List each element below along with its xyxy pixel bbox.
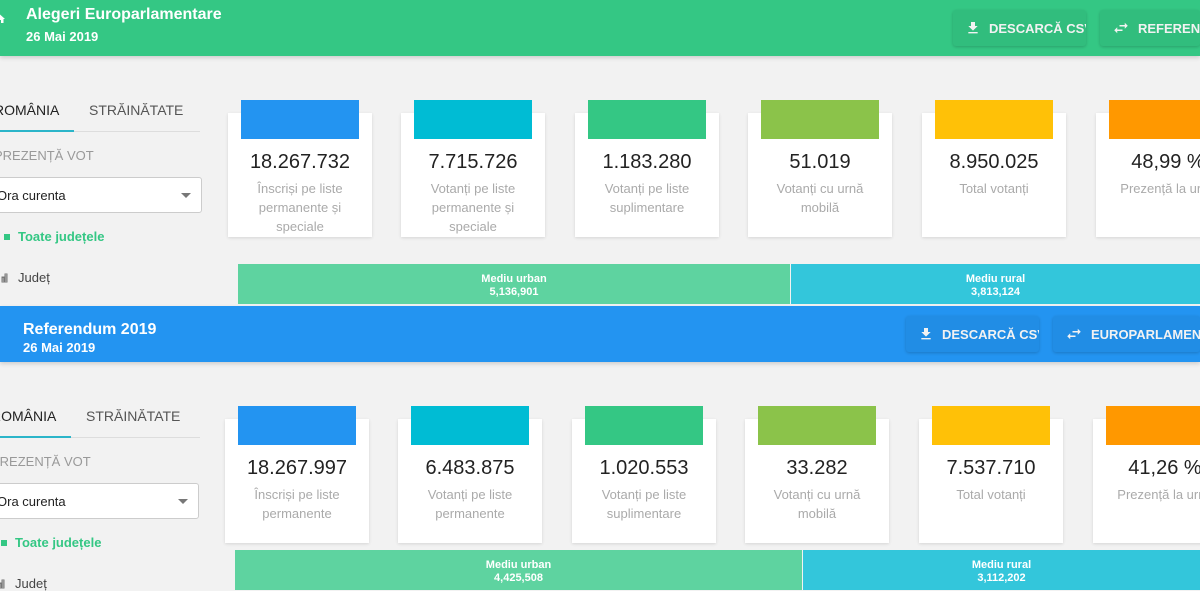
stat-value: 51.019 xyxy=(789,151,851,173)
stat-color-swatch xyxy=(1109,100,1200,139)
stat-label: Înscriși pe liste permanente și speciale xyxy=(257,181,343,234)
switch-election-label: EUROPARLAMENTARE xyxy=(1091,326,1200,342)
switch-election-label: REFERENDUM 2019 xyxy=(1138,20,1200,36)
link-all-counties[interactable]: Toate județele xyxy=(4,229,104,244)
stat-color-swatch xyxy=(758,406,876,445)
stat-color-swatch xyxy=(585,406,703,445)
active-tab-indicator xyxy=(0,436,71,438)
rural-value: 3,813,124 xyxy=(971,286,1020,298)
stat-label: Votanți pe liste suplimentare xyxy=(604,181,690,215)
urban-value: 5,136,901 xyxy=(489,286,539,298)
hour-select-value: Ora curenta xyxy=(0,493,66,509)
stat-color-swatch xyxy=(1106,406,1200,445)
stat-label: Total votanți xyxy=(956,487,1026,502)
stat-value: 8.950.025 xyxy=(949,151,1039,173)
stat-value: 18.267.997 xyxy=(246,457,348,479)
section-label: PREZENȚĂ VOT xyxy=(0,148,94,163)
stat-value: 1.183.280 xyxy=(602,151,692,173)
section-label: PREZENȚĂ VOT xyxy=(0,454,91,469)
stat-label: Total votanți xyxy=(959,181,1029,196)
stat-value: 7.537.710 xyxy=(946,457,1036,479)
link-all-counties[interactable]: Toate județele xyxy=(1,535,101,550)
hour-select-value: Ora curenta xyxy=(0,187,66,203)
rural-label: Mediu rural xyxy=(971,559,1032,571)
urban-label: Mediu urban xyxy=(485,559,552,571)
stat-label: Prezență la urne xyxy=(1117,487,1200,502)
switch-election-button[interactable]: REFERENDUM 2019 xyxy=(1100,10,1200,46)
swap-icon xyxy=(1067,328,1081,340)
home-icon-glyph xyxy=(0,14,5,23)
tabs-divider xyxy=(0,437,200,438)
link-all-counties-label: Toate județele xyxy=(18,229,105,244)
hour-select[interactable]: Ora curenta xyxy=(0,483,199,519)
app-header: Alegeri Europarlamentare 26 Mai 2019 DESCA… xyxy=(0,0,1200,56)
page-date: 26 Mai 2019 xyxy=(26,29,99,44)
download-csv-label: DESCARCĂ CSV xyxy=(989,20,1086,36)
tabs-divider xyxy=(0,131,200,132)
download-icon xyxy=(968,22,978,34)
rural-value: 3,112,202 xyxy=(977,572,1026,584)
stat-label: Votanți cu urnă mobilă xyxy=(773,487,861,521)
stat-color-swatch xyxy=(238,406,356,445)
stat-color-swatch xyxy=(241,100,359,139)
page-title: Alegeri Europarlamentare xyxy=(26,6,222,23)
stat-label: Votanți cu urnă mobilă xyxy=(776,181,864,215)
download-csv-label: DESCARCĂ CSV xyxy=(942,326,1039,342)
tab-strainatate[interactable]: STRĂINĂTATE xyxy=(86,408,181,424)
rural-label: Mediu rural xyxy=(965,273,1026,285)
link-all-counties-label: Toate județele xyxy=(15,535,102,550)
stat-label: Votanți pe liste suplimentare xyxy=(601,487,687,521)
link-county-label: Județ xyxy=(18,270,50,285)
active-tab-indicator xyxy=(0,130,74,132)
switch-election-button[interactable]: EUROPARLAMENTARE xyxy=(1053,316,1200,352)
page-date: 26 Mai 2019 xyxy=(23,340,96,355)
page-title: Referendum 2019 xyxy=(23,321,157,338)
stat-color-swatch xyxy=(414,100,532,139)
link-county[interactable]: Județ xyxy=(0,270,50,285)
stat-label: Votanți pe liste permanente xyxy=(427,487,513,521)
square-icon xyxy=(1,539,7,546)
tab-romania[interactable]: ROMÂNIA xyxy=(0,102,60,118)
stat-value: 33.282 xyxy=(786,457,848,479)
chevron-down-icon xyxy=(178,499,188,504)
tab-romania[interactable]: ROMÂNIA xyxy=(0,408,57,424)
swap-icon xyxy=(1114,22,1128,34)
stat-value: 48,99 % xyxy=(1131,151,1200,173)
building-icon xyxy=(1,273,8,282)
stat-color-swatch xyxy=(935,100,1053,139)
download-csv-button[interactable]: DESCARCĂ CSV xyxy=(906,316,1039,352)
stat-value: 1.020.553 xyxy=(599,457,689,479)
stat-label: Votanți pe liste permanente și speciale xyxy=(430,181,516,234)
stat-label: Înscriși pe liste permanente xyxy=(254,487,340,521)
rural-bar: Mediu rural 3,112,202 xyxy=(803,550,1200,590)
rural-bar: Mediu rural 3,813,124 xyxy=(791,264,1200,304)
home-icon[interactable] xyxy=(0,12,6,31)
stat-color-swatch xyxy=(411,406,529,445)
download-csv-button[interactable]: DESCARCĂ CSV xyxy=(953,10,1086,46)
stat-value: 41,26 % xyxy=(1128,457,1200,479)
stat-label: Prezență la urne xyxy=(1120,181,1200,196)
stat-value: 6.483.875 xyxy=(425,457,515,479)
stat-color-swatch xyxy=(761,100,879,139)
download-icon xyxy=(921,328,931,340)
stat-color-swatch xyxy=(588,100,706,139)
hour-select[interactable]: Ora curenta xyxy=(0,177,202,213)
urban-value: 4,425,508 xyxy=(494,572,543,584)
stat-color-swatch xyxy=(932,406,1050,445)
stat-value: 18.267.732 xyxy=(249,151,351,173)
app-header: Referendum 2019 26 Mai 2019 DESCARCĂ CSV EU… xyxy=(0,306,1200,362)
chevron-down-icon xyxy=(181,193,191,198)
urban-bar: Mediu urban 4,425,508 xyxy=(235,550,802,590)
square-icon xyxy=(4,233,10,240)
urban-label: Mediu urban xyxy=(481,273,547,285)
urban-bar: Mediu urban 5,136,901 xyxy=(238,264,790,304)
tab-strainatate[interactable]: STRĂINĂTATE xyxy=(89,102,184,118)
stat-value: 7.715.726 xyxy=(428,151,518,173)
